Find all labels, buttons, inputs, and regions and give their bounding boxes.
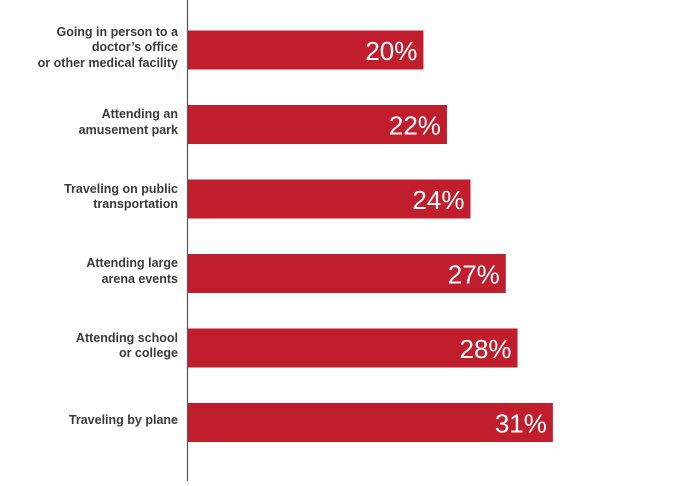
category-label-2: Traveling on public transportation <box>64 181 178 212</box>
bar-4 <box>188 328 518 368</box>
value-label-3: 27% <box>448 260 500 290</box>
bar-0 <box>188 30 424 70</box>
category-label-0: Going in person to a doctor’s office or … <box>37 24 178 70</box>
category-label-5: Traveling by plane <box>68 412 178 427</box>
value-label-2: 24% <box>412 185 464 215</box>
value-label-1: 22% <box>389 111 441 141</box>
bar-5 <box>188 403 553 442</box>
bar-2 <box>188 179 471 219</box>
bar-3 <box>188 254 506 293</box>
category-label-4: Attending school or college <box>75 330 178 361</box>
bar-1 <box>188 105 447 144</box>
category-label-3: Attending large arena events <box>86 256 178 286</box>
category-label-1: Attending an amusement park <box>78 107 178 137</box>
value-label-0: 20% <box>365 36 417 66</box>
value-label-4: 28% <box>460 334 512 364</box>
value-label-5: 31% <box>495 409 547 439</box>
